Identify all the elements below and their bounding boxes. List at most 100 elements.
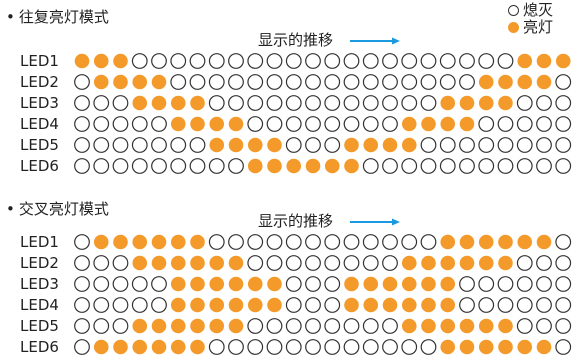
led-on-dot bbox=[421, 116, 436, 132]
led-on-dot bbox=[209, 297, 225, 313]
led-off-dot bbox=[93, 255, 110, 271]
led-off-dot bbox=[536, 255, 552, 271]
led-off-dot bbox=[247, 255, 264, 271]
led-off-dot bbox=[478, 137, 495, 153]
led-off-dot bbox=[478, 276, 495, 292]
led-row-label: LED6 bbox=[20, 157, 59, 175]
led-off-dot bbox=[324, 116, 341, 132]
led-off-dot bbox=[131, 158, 148, 174]
led-off-dot bbox=[131, 116, 148, 132]
led-off-dot bbox=[516, 158, 533, 174]
led-on-dot bbox=[209, 318, 225, 334]
led-off-dot bbox=[112, 137, 129, 153]
led-off-dot bbox=[93, 95, 110, 111]
led-off-dot bbox=[362, 158, 379, 174]
led-off-dot bbox=[285, 53, 302, 69]
led-off-dot bbox=[112, 255, 129, 271]
led-off-dot bbox=[459, 276, 475, 292]
progress-label-1: 显示的推移 bbox=[258, 31, 334, 49]
led-off-dot bbox=[420, 53, 437, 69]
led-off-dot bbox=[401, 95, 418, 111]
led-off-dot bbox=[420, 137, 437, 153]
led-off-dot bbox=[208, 53, 225, 69]
led-on-dot bbox=[421, 318, 436, 334]
led-off-dot bbox=[93, 116, 110, 132]
led-off-dot bbox=[362, 74, 379, 90]
led-on-dot bbox=[555, 53, 571, 69]
led-on-dot bbox=[190, 297, 205, 313]
led-row-label: LED3 bbox=[20, 94, 59, 112]
led-on-dot bbox=[113, 234, 128, 250]
led-off-dot bbox=[305, 53, 321, 69]
led-off-dot bbox=[74, 74, 90, 90]
legend-off-entry: 熄灭 bbox=[508, 2, 553, 19]
led-off-dot bbox=[247, 116, 264, 132]
led-on-dot bbox=[401, 137, 417, 153]
led-off-dot bbox=[555, 276, 572, 292]
led-off-dot bbox=[516, 297, 533, 313]
led-row-label: LED6 bbox=[20, 338, 59, 356]
led-on-dot bbox=[478, 74, 494, 90]
led-off-dot bbox=[305, 95, 321, 111]
led-off-dot bbox=[555, 234, 572, 250]
led-off-dot bbox=[555, 137, 572, 153]
led-off-dot bbox=[151, 297, 167, 313]
led-off-dot bbox=[324, 234, 341, 250]
led-off-dot bbox=[536, 137, 552, 153]
led-on-dot bbox=[247, 137, 263, 153]
led-off-dot bbox=[285, 95, 302, 111]
led-on-dot bbox=[132, 234, 148, 250]
led-off-dot bbox=[170, 158, 187, 174]
led-off-dot bbox=[228, 53, 244, 69]
led-off-dot bbox=[266, 95, 283, 111]
led-on-dot bbox=[440, 339, 456, 355]
led-off-dot bbox=[208, 158, 225, 174]
led-off-dot bbox=[112, 95, 129, 111]
led-off-dot bbox=[112, 276, 129, 292]
led-off-dot bbox=[285, 74, 302, 90]
led-off-dot bbox=[305, 297, 321, 313]
led-on-dot bbox=[363, 276, 379, 292]
led-off-dot bbox=[305, 137, 321, 153]
led-off-dot bbox=[305, 339, 321, 355]
led-on-dot bbox=[459, 116, 475, 132]
led-on-dot bbox=[228, 318, 244, 334]
led-off-dot bbox=[247, 339, 264, 355]
led-off-dot bbox=[516, 255, 533, 271]
led-off-dot bbox=[343, 95, 360, 111]
led-off-dot bbox=[170, 74, 187, 90]
led-off-dot bbox=[285, 318, 302, 334]
led-off-dot bbox=[228, 339, 244, 355]
led-off-dot bbox=[266, 74, 283, 90]
led-off-dot bbox=[151, 53, 167, 69]
led-on-dot bbox=[170, 95, 186, 111]
led-off-dot bbox=[382, 255, 398, 271]
led-off-dot bbox=[536, 297, 552, 313]
section-title-reciprocating: • 往复亮灯模式 bbox=[6, 8, 109, 26]
led-on-dot bbox=[170, 339, 186, 355]
led-on-dot bbox=[382, 276, 398, 292]
led-off-dot bbox=[151, 116, 167, 132]
led-on-dot bbox=[459, 255, 475, 271]
led-off-dot bbox=[131, 297, 148, 313]
led-off-dot bbox=[305, 74, 321, 90]
led-on-dot bbox=[228, 137, 244, 153]
led-on-dot bbox=[228, 255, 244, 271]
led-off-dot bbox=[555, 255, 572, 271]
led-off-dot bbox=[266, 318, 283, 334]
led-row-label: LED2 bbox=[20, 73, 59, 91]
arrow-head-icon bbox=[392, 218, 400, 226]
led-on-dot bbox=[113, 339, 128, 355]
led-on-dot bbox=[151, 95, 167, 111]
led-on-dot bbox=[170, 116, 186, 132]
led-off-dot bbox=[555, 297, 572, 313]
led-on-dot bbox=[421, 255, 436, 271]
led-off-dot bbox=[459, 74, 475, 90]
led-on-dot bbox=[190, 255, 205, 271]
led-off-dot bbox=[401, 74, 418, 90]
led-on-dot bbox=[344, 297, 359, 313]
led-on-dot bbox=[132, 255, 148, 271]
led-off-dot bbox=[439, 158, 456, 174]
led-off-dot bbox=[555, 339, 572, 355]
led-on-dot bbox=[209, 276, 225, 292]
